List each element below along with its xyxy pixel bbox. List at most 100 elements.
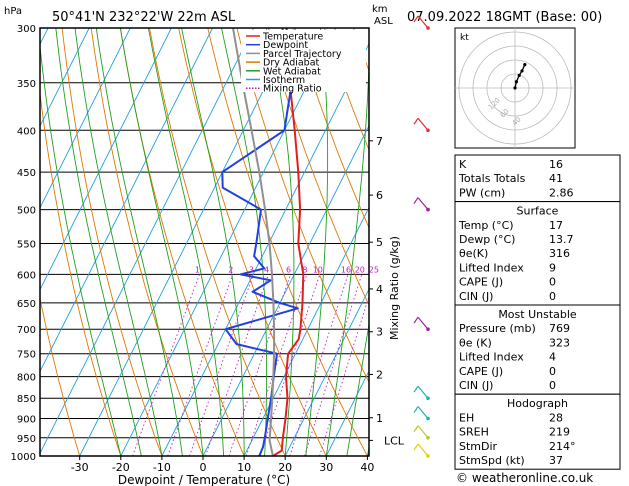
pressure-tick-label: 650	[17, 299, 36, 310]
wet-adiabat-line	[346, 321, 369, 456]
legend-label: Dry Adiabat	[263, 58, 320, 69]
mixing-ratio-label: 6	[286, 265, 291, 274]
legend-label: Parcel Trajectory	[263, 49, 342, 60]
wet-adiabat-line	[305, 28, 329, 456]
profiles	[221, 28, 305, 456]
legend-label: Isotherm	[263, 75, 305, 86]
isotherm-line	[79, 28, 296, 456]
mixing-ratio-line	[167, 274, 234, 456]
wind-barb-feather	[413, 15, 419, 23]
table-title: Surface	[517, 205, 559, 218]
height-tick-label: 7	[376, 135, 383, 148]
pressure-tick-label: 800	[17, 373, 36, 384]
pressure-tick-label: 1000	[11, 452, 36, 463]
pressure-tick-label: 850	[17, 394, 36, 405]
mixing-ratio-label: 20	[355, 265, 365, 274]
wind-barb-staff	[417, 385, 429, 399]
legend-label: Wet Adiabat	[263, 66, 321, 77]
table-row-value: 17	[549, 219, 563, 232]
isotherm-line	[120, 28, 337, 456]
mixing-ratio-label: 25	[369, 265, 379, 274]
wind-barb-dot	[426, 327, 430, 332]
axes: 3003504004505005506006507007508008509009…	[11, 24, 375, 486]
mixing-ratio-labels: 1 2 3 4 6 8 10 16 20 25	[195, 265, 379, 274]
table-row-label: θe(K)	[459, 247, 488, 260]
wind-barb-dot	[426, 128, 430, 133]
isotherm-line	[40, 28, 255, 455]
pressure-tick-label: 400	[17, 126, 36, 137]
table-row-value: 0	[549, 365, 556, 378]
dry-adiabat-line	[265, 28, 369, 307]
temperature-line	[272, 28, 305, 456]
wind-barb	[413, 425, 430, 440]
mixing-ratio-label: 8	[302, 265, 307, 274]
table-row-value: 28	[549, 411, 563, 424]
wind-barb-feather	[413, 425, 419, 433]
index-value: 16	[549, 158, 563, 171]
dry-adiabat-line	[40, 89, 122, 456]
wet-adiabat-line	[221, 28, 268, 456]
wind-barb	[413, 197, 430, 212]
height-unit-asl: ASL	[374, 16, 393, 27]
table-row-value: 4	[549, 351, 556, 364]
wet-adiabat-line	[119, 28, 204, 456]
index-label: K	[459, 158, 467, 171]
mixing-ratio-label: 10	[313, 265, 323, 274]
index-value: 41	[549, 172, 563, 185]
hodograph-point	[513, 86, 517, 90]
wind-barb	[413, 15, 430, 30]
dry-adiabat-line	[61, 28, 163, 456]
wind-barb-feather	[413, 117, 419, 125]
wind-barb-feather	[413, 197, 419, 204]
hodograph-ring-label: 60	[499, 107, 511, 119]
legend-label: Mixing Ratio	[263, 84, 322, 95]
table-box	[454, 201, 621, 306]
wind-barb-feather	[413, 316, 419, 324]
isotherm-line	[40, 28, 90, 127]
x-tick-label: 0	[200, 461, 207, 474]
table-row-label: StmSpd (kt)	[459, 454, 525, 467]
wind-barb-dot	[426, 207, 430, 212]
wind-barb	[413, 406, 430, 421]
wet-adiabat-line	[74, 28, 163, 456]
wind-barb-dot	[426, 396, 430, 401]
wind-barb-dot	[426, 454, 430, 458]
mixing-ratio-line	[132, 274, 200, 456]
index-label: PW (cm)	[459, 186, 505, 199]
pressure-tick-label: 750	[17, 350, 36, 361]
pressure-tick-label: 450	[17, 168, 36, 179]
pressure-tick-label: 950	[17, 434, 36, 445]
pressure-tick-label: 300	[17, 24, 36, 35]
mixing-ratio-line	[228, 274, 292, 456]
x-tick-label: 30	[319, 461, 333, 474]
x-tick-label: -20	[112, 461, 130, 474]
height-unit: km	[372, 4, 388, 15]
table-row-label: EH	[459, 411, 474, 424]
wind-barb-staff	[417, 425, 429, 439]
mixing-ratio-label: 1	[195, 265, 200, 274]
hodograph-point	[514, 80, 519, 84]
datetime-title: 07.09.2022 18GMT (Base: 00)	[407, 10, 602, 25]
table-row-label: CAPE (J)	[459, 276, 503, 289]
mixing-ratio-label: 4	[264, 265, 269, 274]
height-tick-label: 6	[376, 189, 383, 202]
dry-adiabat-line	[90, 28, 204, 456]
table-row-value: 9	[549, 261, 556, 274]
dewpoint-line	[221, 28, 299, 456]
dry-adiabat-line	[40, 296, 81, 456]
table-row-value: 219	[549, 426, 570, 439]
table-row-value: 323	[549, 336, 570, 349]
table-title: Most Unstable	[498, 308, 577, 321]
table-row-label: CIN (J)	[459, 379, 493, 392]
wind-barb-dot	[426, 416, 430, 421]
isotherm-line	[325, 369, 369, 456]
wind-barb-staff	[417, 197, 429, 210]
wind-barb-staff	[417, 117, 429, 131]
x-tick-label: 20	[278, 461, 292, 474]
wind-barb-dot	[426, 26, 430, 30]
wind-barb	[413, 443, 430, 458]
wind-barb-dot	[426, 435, 430, 440]
skewt-plot: 3003504004505005506006507007508008509009…	[11, 24, 379, 486]
wind-barb-staff	[417, 316, 429, 330]
